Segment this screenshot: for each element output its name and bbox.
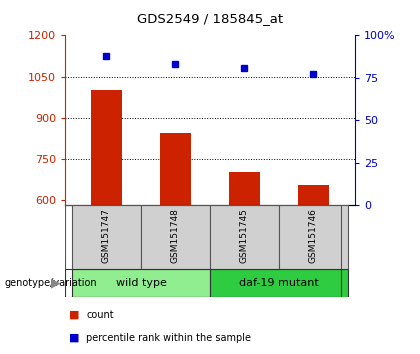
Text: ▶: ▶ <box>51 277 61 290</box>
Text: GSM151745: GSM151745 <box>240 209 249 263</box>
Bar <box>72 205 141 269</box>
Bar <box>141 205 210 269</box>
Text: percentile rank within the sample: percentile rank within the sample <box>86 333 251 343</box>
Text: daf-19 mutant: daf-19 mutant <box>239 278 319 288</box>
Bar <box>210 269 348 297</box>
Bar <box>229 172 260 205</box>
Text: GSM151746: GSM151746 <box>309 209 318 263</box>
Bar <box>298 185 329 205</box>
Text: wild type: wild type <box>116 278 166 288</box>
Bar <box>210 205 279 269</box>
Bar <box>72 269 210 297</box>
Bar <box>160 133 191 205</box>
Text: count: count <box>86 310 114 320</box>
Text: genotype/variation: genotype/variation <box>4 278 97 288</box>
Bar <box>91 90 122 205</box>
Text: GSM151748: GSM151748 <box>171 209 180 263</box>
Text: ■: ■ <box>69 310 80 320</box>
Text: GDS2549 / 185845_at: GDS2549 / 185845_at <box>137 12 283 25</box>
Text: ■: ■ <box>69 333 80 343</box>
Text: GSM151747: GSM151747 <box>102 209 111 263</box>
Bar <box>279 205 348 269</box>
